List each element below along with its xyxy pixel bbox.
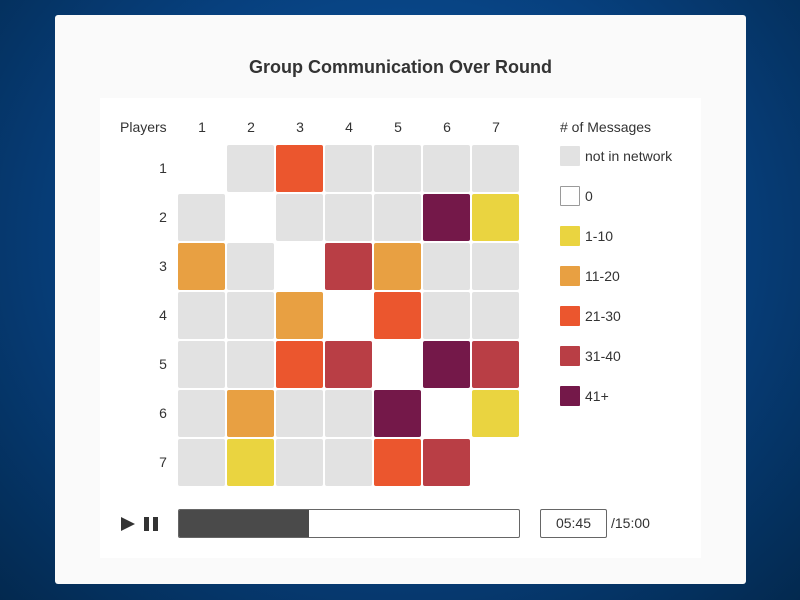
heatmap-cell [178, 194, 225, 241]
heatmap-cell [472, 341, 519, 388]
row-label: 4 [159, 307, 167, 323]
chart-card: Group Communication Over Round Players 1 2… [55, 15, 746, 584]
row-label: 3 [159, 258, 167, 274]
heatmap-cell [472, 194, 519, 241]
heatmap-cell [325, 243, 372, 290]
heatmap-cell [472, 390, 519, 437]
heatmap-cell [276, 292, 323, 339]
legend-swatch [560, 146, 580, 166]
legend-swatch [560, 306, 580, 326]
heatmap-cell [276, 243, 323, 290]
heatmap-cell [227, 341, 274, 388]
heatmap-cell [325, 439, 372, 486]
chart-title: Group Communication Over Round [248, 57, 552, 77]
playback-progress-fill [179, 510, 310, 537]
legend-swatch [560, 226, 580, 246]
heatmap-cell [276, 390, 323, 437]
legend-swatch [560, 266, 580, 286]
heatmap-cell [423, 145, 470, 192]
column-label: 2 [247, 119, 255, 135]
heatmap-cell [472, 292, 519, 339]
heatmap-cell [178, 390, 225, 437]
heatmap-cell [178, 243, 225, 290]
heatmap-cell [325, 145, 372, 192]
heatmap-cell [276, 194, 323, 241]
heatmap-cell [472, 439, 519, 486]
heatmap-cell [325, 194, 372, 241]
column-label: 1 [198, 119, 206, 135]
heatmap-cell [423, 341, 470, 388]
heatmap-cell [325, 292, 372, 339]
heatmap-cell [227, 243, 274, 290]
heatmap-cell [423, 292, 470, 339]
heatmap-cell [276, 145, 323, 192]
heatmap-cell [227, 194, 274, 241]
legend-swatch [560, 386, 580, 406]
row-label: 6 [159, 405, 167, 421]
heatmap-cell [423, 243, 470, 290]
legend-label: 41+ [585, 388, 609, 404]
heatmap-cell [227, 145, 274, 192]
column-label: 6 [443, 119, 451, 135]
heatmap-cell [227, 390, 274, 437]
heatmap-cell [178, 439, 225, 486]
legend-label: 21-30 [585, 308, 621, 324]
legend-label: 1-10 [585, 228, 614, 244]
heatmap-cell [325, 390, 372, 437]
pause-icon[interactable] [143, 516, 159, 532]
heatmap-cell [276, 341, 323, 388]
heatmap-cell [227, 439, 274, 486]
heatmap-cell [374, 194, 421, 241]
column-label: 7 [492, 119, 500, 135]
heatmap-cell [423, 390, 470, 437]
heatmap-cell [374, 341, 421, 388]
column-label: 5 [394, 119, 402, 135]
heatmap-cell [472, 145, 519, 192]
legend-label: not in network [585, 148, 673, 164]
row-header-label: Players [120, 119, 167, 135]
row-label: 7 [159, 454, 167, 470]
heatmap-cell [178, 292, 225, 339]
legend-swatch [560, 346, 580, 366]
heatmap-cell [178, 341, 225, 388]
row-label: 5 [159, 356, 167, 372]
heatmap-cell [227, 292, 274, 339]
heatmap-cell [374, 145, 421, 192]
legend-label: 31-40 [585, 348, 621, 364]
play-icon[interactable] [120, 516, 136, 532]
heatmap-cell [178, 145, 225, 192]
row-label: 1 [159, 160, 167, 176]
heatmap-panel: Players 1 2 3 4 5 6 7 1 2 3 4 5 6 7 # of Messages not … [100, 98, 701, 558]
legend-title: # of Messages [560, 119, 652, 135]
heatmap-cell [374, 243, 421, 290]
heatmap-cell [374, 390, 421, 437]
heatmap-cell [374, 439, 421, 486]
total-time-label: /15:00 [611, 515, 650, 531]
heatmap-cell [374, 292, 421, 339]
heatmap-cell [276, 439, 323, 486]
column-label: 3 [296, 119, 304, 135]
playback-progress-bar[interactable] [178, 509, 520, 538]
legend-label: 0 [585, 188, 593, 204]
heatmap-cell [423, 439, 470, 486]
legend-label: 11-20 [585, 268, 620, 284]
current-time-field[interactable]: 05:45 [540, 509, 607, 538]
heatmap-cell [423, 194, 470, 241]
heatmap-cell [325, 341, 372, 388]
legend-swatch [560, 186, 580, 206]
heatmap-grid: Players 1 2 3 4 5 6 7 1 2 3 4 5 6 7 [100, 98, 701, 558]
heatmap-cell [472, 243, 519, 290]
column-label: 4 [345, 119, 353, 135]
row-label: 2 [159, 209, 167, 225]
